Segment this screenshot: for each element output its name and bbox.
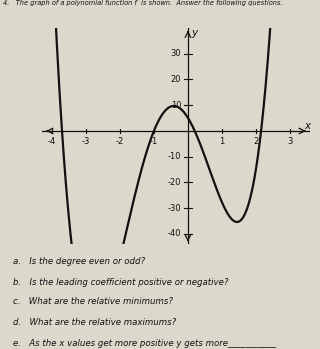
Text: c.   What are the relative minimums?: c. What are the relative minimums? xyxy=(13,297,173,306)
Text: 2: 2 xyxy=(253,138,259,146)
Text: 1: 1 xyxy=(219,138,225,146)
Text: -30: -30 xyxy=(167,204,181,213)
Text: -20: -20 xyxy=(168,178,181,187)
Text: b.   Is the leading coefficient positive or negative?: b. Is the leading coefficient positive o… xyxy=(13,278,228,287)
Text: y: y xyxy=(191,28,197,38)
Text: -3: -3 xyxy=(82,138,90,146)
Text: -4: -4 xyxy=(48,138,56,146)
Text: -1: -1 xyxy=(150,138,158,146)
Text: a.   Is the degree even or odd?: a. Is the degree even or odd? xyxy=(13,257,145,266)
Text: -40: -40 xyxy=(168,230,181,238)
Text: d.   What are the relative maximums?: d. What are the relative maximums? xyxy=(13,318,176,327)
Text: x: x xyxy=(305,121,311,131)
Text: -10: -10 xyxy=(168,152,181,161)
Text: 10: 10 xyxy=(171,101,181,110)
Text: 20: 20 xyxy=(171,75,181,84)
Text: e.   As the x values get more positive y gets more___________: e. As the x values get more positive y g… xyxy=(13,339,276,348)
Text: 30: 30 xyxy=(171,49,181,58)
Text: 4.   The graph of a polynomial function f  is shown.  Answer the following quest: 4. The graph of a polynomial function f … xyxy=(3,0,283,6)
Text: 3: 3 xyxy=(287,138,293,146)
Text: -2: -2 xyxy=(116,138,124,146)
